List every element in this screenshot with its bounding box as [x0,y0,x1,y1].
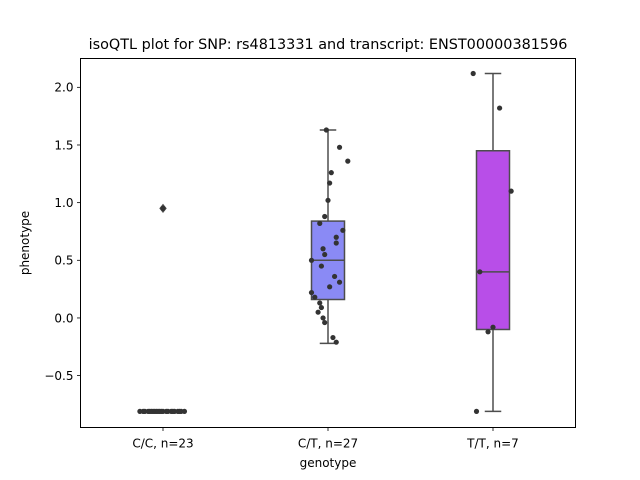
data-point [345,158,351,164]
data-point [333,234,339,240]
data-point [318,304,324,311]
data-point [470,70,476,77]
data-point [323,127,329,133]
chart-title: isoQTL plot for SNP: rs4813331 and trans… [89,37,568,53]
plot-area [137,70,514,414]
y-axis: −0.5 0.0 0.5 1.0 1.5 2.0 [44,81,81,383]
data-point [318,263,324,269]
data-point [312,294,318,300]
data-point [325,197,331,203]
data-point [336,144,343,150]
data-point [333,240,339,246]
data-point [322,251,328,258]
x-tick-label: T/T, n=7 [466,437,519,451]
points-2 [470,70,514,414]
y-axis-label: phenotype [18,211,32,275]
data-point [340,227,346,233]
data-point [328,170,334,176]
points-1 [308,127,351,345]
x-axis: C/C, n=23 C/T, n=27 T/T, n=7 [132,427,519,451]
data-point [315,309,321,315]
data-point [327,180,333,186]
x-tick-label: C/C, n=23 [132,437,193,451]
x-axis-label: genotype [300,456,357,470]
data-point [508,188,514,194]
y-tick-label: 0.0 [54,311,73,325]
data-point [330,334,336,341]
data-point [308,257,315,263]
data-point [317,220,323,226]
data-point [497,105,503,111]
data-point [308,289,315,296]
box-0 [146,203,180,413]
data-point [181,408,188,414]
y-tick-label: 2.0 [54,81,73,95]
y-tick-label: −0.5 [44,369,73,383]
data-point [327,284,333,290]
data-point [477,269,483,275]
data-point [160,205,166,212]
data-point [322,319,328,326]
data-point [317,300,323,306]
data-point [320,315,326,321]
data-point [322,213,328,220]
y-tick-label: 0.5 [54,254,73,268]
y-tick-label: 1.5 [54,138,73,152]
data-point [473,408,480,414]
data-point [332,273,338,280]
data-point [336,279,343,285]
y-tick-label: 1.0 [54,196,73,210]
x-tick-label: C/T, n=27 [298,437,358,451]
data-point [485,329,491,335]
box-2 [475,72,511,413]
points-0 [137,205,188,414]
data-point [333,339,339,345]
box-body [475,150,511,331]
data-point [490,324,496,330]
data-point [320,246,326,252]
